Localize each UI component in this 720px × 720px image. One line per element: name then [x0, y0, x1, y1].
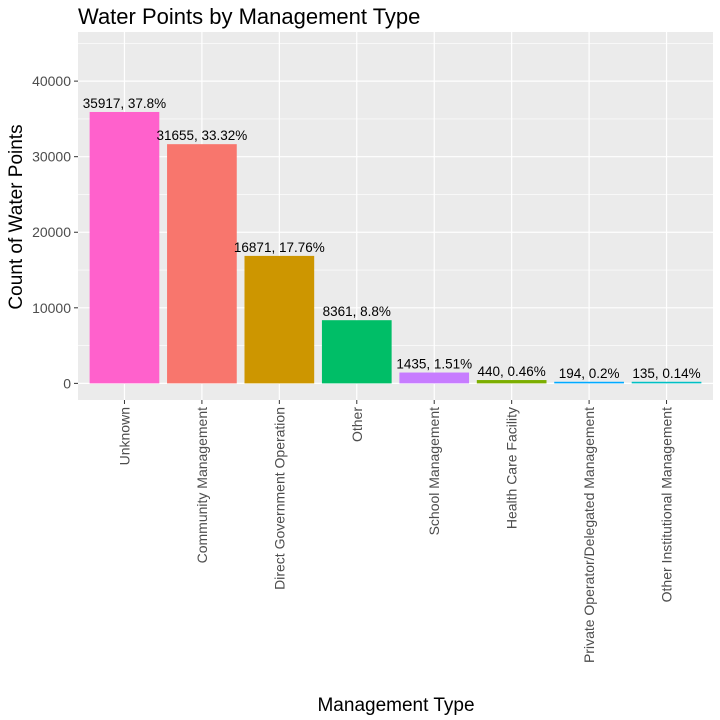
data-labels: 35917, 37.8% 31655, 33.32% 16871, 17.76% 83… [83, 96, 701, 381]
bar-data-label: 135, 0.14% [632, 366, 700, 381]
y-tick-label: 10000 [32, 300, 71, 316]
y-axis-ticks: 0 10000 20000 30000 40000 [32, 73, 78, 391]
x-tick-label: School Management [426, 407, 442, 536]
bar [321, 320, 392, 384]
bar-data-label: 8361, 8.8% [323, 304, 391, 319]
bar [244, 255, 315, 384]
bar-data-label: 16871, 17.76% [234, 240, 325, 255]
x-tick-label: Other [349, 407, 365, 442]
y-tick-label: 0 [63, 375, 71, 391]
bar-data-label: 1435, 1.51% [396, 357, 472, 372]
bar-data-label: 31655, 33.32% [156, 128, 247, 143]
x-tick-label: Unknown [116, 407, 132, 465]
y-tick-label: 20000 [32, 224, 71, 240]
x-tick-label: Direct Government Operation [271, 407, 287, 590]
bar [554, 381, 624, 384]
bar [399, 372, 470, 384]
chart-title: Water Points by Management Type [78, 4, 420, 29]
bar-data-label: 35917, 37.8% [83, 96, 166, 111]
x-tick-label: Private Operator/Delegated Management [581, 407, 597, 663]
x-tick-label: Community Management [194, 407, 210, 564]
x-axis-ticks: Unknown Community Management Direct Govern… [116, 400, 675, 663]
bar [631, 381, 702, 384]
y-axis-title: Count of Water Points [6, 124, 27, 309]
bars [89, 111, 702, 384]
bar [89, 111, 160, 384]
y-tick-label: 30000 [32, 149, 71, 165]
bar [476, 380, 547, 384]
bar-data-label: 194, 0.2% [559, 366, 620, 381]
bar-data-label: 440, 0.46% [478, 364, 546, 379]
x-axis-title: Management Type [317, 695, 474, 716]
bar [167, 144, 237, 384]
x-tick-label: Health Care Facility [504, 407, 520, 529]
y-tick-label: 40000 [32, 73, 71, 89]
x-tick-label: Other Institutional Management [659, 407, 675, 602]
